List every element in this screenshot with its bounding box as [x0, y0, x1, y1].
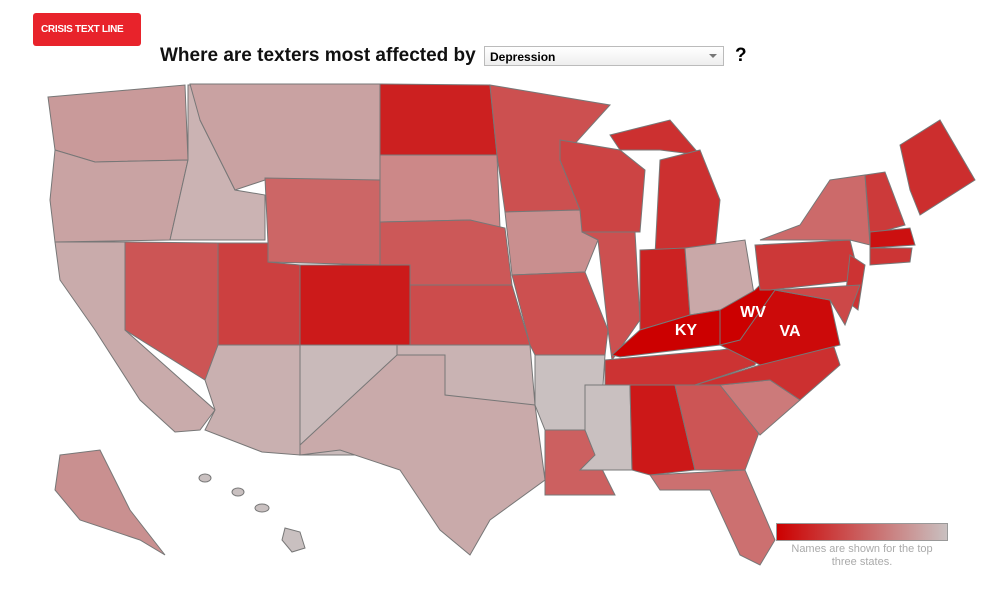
state[interactable]: [899, 119, 976, 216]
state[interactable]: [299, 264, 411, 346]
legend-gradient: [776, 523, 948, 541]
state[interactable]: [649, 469, 776, 566]
state[interactable]: [754, 239, 861, 291]
question: Where are texters most affected by: [160, 45, 476, 66]
state[interactable]: [504, 209, 599, 276]
state[interactable]: [379, 83, 498, 156]
state[interactable]: [654, 149, 721, 256]
states: [47, 83, 976, 566]
state[interactable]: [204, 344, 301, 456]
state[interactable]: [198, 473, 212, 483]
state-label: VA: [779, 323, 800, 340]
state[interactable]: [869, 247, 913, 266]
question-mark: ?: [735, 45, 747, 66]
state[interactable]: [609, 119, 702, 156]
state[interactable]: [299, 354, 546, 556]
dropdown[interactable]: Depression: [484, 46, 724, 66]
state[interactable]: [264, 177, 381, 266]
state[interactable]: [254, 503, 270, 513]
state[interactable]: [409, 284, 531, 346]
state[interactable]: [774, 284, 861, 327]
state[interactable]: [629, 384, 696, 476]
state-label: KY: [675, 322, 698, 339]
state[interactable]: [379, 154, 501, 229]
state[interactable]: [49, 149, 189, 243]
legend-note: Names are shown for the top three states…: [791, 543, 933, 568]
state[interactable]: [759, 174, 871, 246]
state[interactable]: [281, 527, 306, 553]
state[interactable]: [47, 84, 189, 163]
state[interactable]: [54, 449, 166, 556]
state[interactable]: [231, 487, 245, 497]
state[interactable]: [869, 227, 916, 249]
state[interactable]: [864, 171, 906, 236]
logo[interactable]: CRISIS TEXT LINE: [33, 13, 141, 46]
state-label: WV: [740, 304, 766, 321]
